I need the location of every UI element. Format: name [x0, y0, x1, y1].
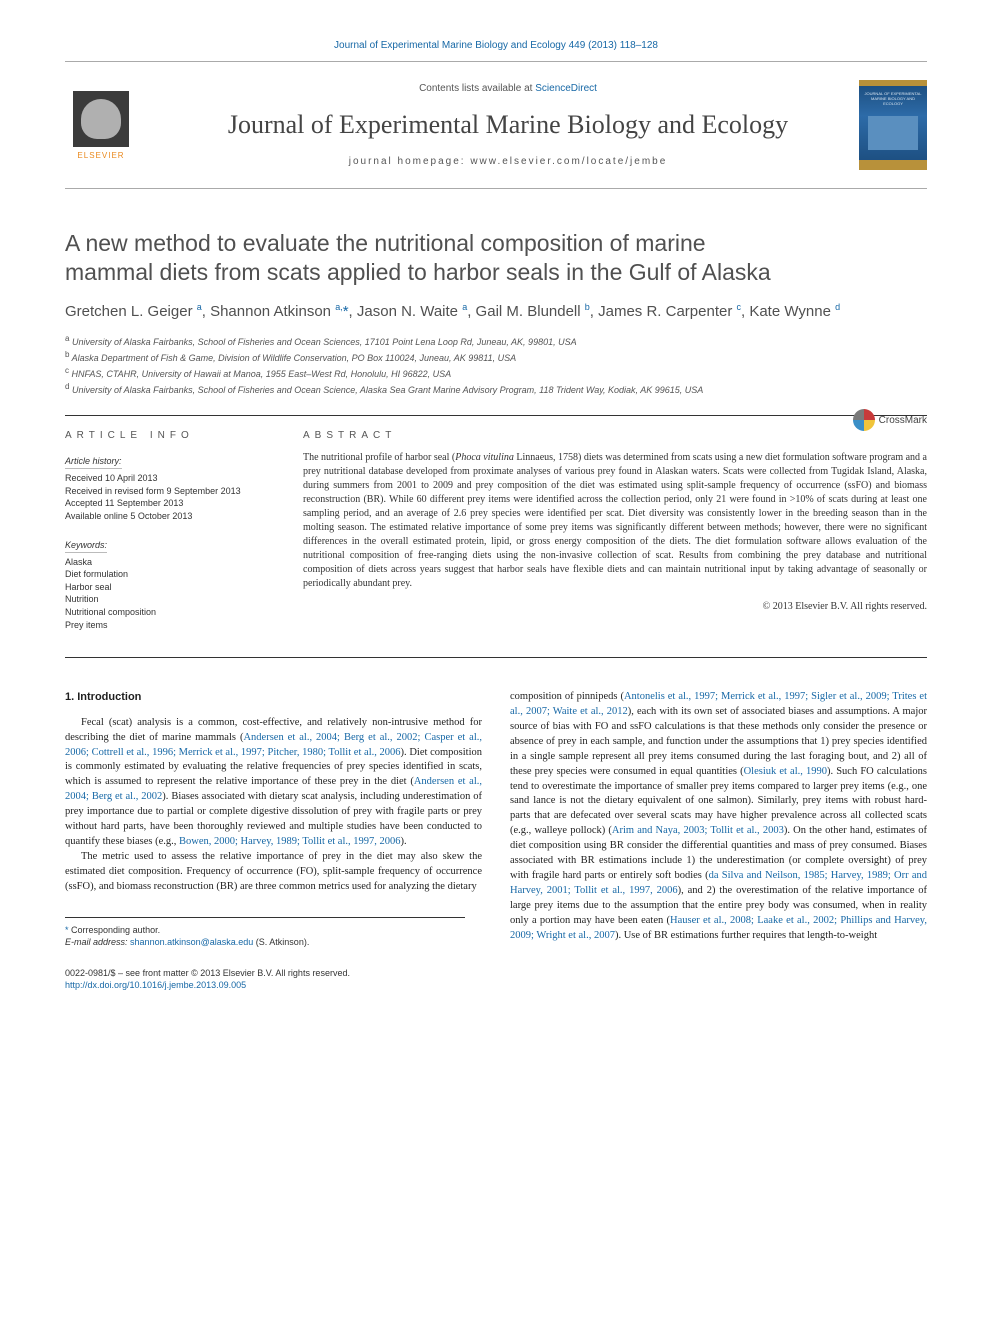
- abstract-body: The nutritional profile of harbor seal (…: [303, 451, 927, 591]
- email-label: E-mail address:: [65, 937, 128, 947]
- cover-title: JOURNAL OF EXPERIMENTAL MARINE BIOLOGY A…: [859, 88, 927, 110]
- journal-homepage[interactable]: journal homepage: www.elsevier.com/locat…: [157, 156, 859, 167]
- author-list: Gretchen L. Geiger a, Shannon Atkinson a…: [65, 301, 927, 324]
- elsevier-tree-icon: [73, 91, 129, 147]
- left-column: 1. Introduction Fecal (scat) analysis is…: [65, 690, 482, 992]
- keywords-list: Alaska Diet formulation Harbor seal Nutr…: [65, 556, 267, 632]
- affiliations: a University of Alaska Fairbanks, School…: [65, 333, 927, 397]
- issn-copyright: 0022-0981/$ – see front matter © 2013 El…: [65, 967, 482, 980]
- article-info-column: article info Article history: Received 1…: [65, 416, 285, 657]
- body-two-columns: 1. Introduction Fecal (scat) analysis is…: [65, 690, 927, 992]
- crossmark-label: CrossMark: [879, 415, 927, 426]
- intro-para-1: Fecal (scat) analysis is a common, cost-…: [65, 716, 482, 850]
- journal-citation-header[interactable]: Journal of Experimental Marine Biology a…: [65, 40, 927, 51]
- front-matter-line: 0022-0981/$ – see front matter © 2013 El…: [65, 967, 482, 992]
- keywords-label: Keywords:: [65, 540, 107, 553]
- corr-star-icon: *: [65, 925, 69, 935]
- cover-image-placeholder: [868, 116, 918, 150]
- contents-line: Contents lists available at ScienceDirec…: [157, 83, 859, 94]
- corresponding-email-link[interactable]: shannon.atkinson@alaska.edu: [130, 937, 253, 947]
- elsevier-logo[interactable]: ELSEVIER: [65, 85, 137, 165]
- affiliation-d: d University of Alaska Fairbanks, School…: [65, 381, 927, 397]
- email-who: (S. Atkinson).: [256, 937, 310, 947]
- masthead: ELSEVIER Contents lists available at Sci…: [65, 61, 927, 189]
- right-column: composition of pinnipeds (Antonelis et a…: [510, 690, 927, 992]
- section-1-title: 1. Introduction: [65, 690, 482, 706]
- affiliation-a: a University of Alaska Fairbanks, School…: [65, 333, 927, 349]
- elsevier-label: ELSEVIER: [77, 151, 124, 160]
- affiliation-c: c HNFAS, CTAHR, University of Hawaii at …: [65, 365, 927, 381]
- article-title: A new method to evaluate the nutritional…: [65, 229, 785, 287]
- intro-para-2: The metric used to assess the relative i…: [65, 850, 482, 895]
- abstract-copyright: © 2013 Elsevier B.V. All rights reserved…: [303, 601, 927, 612]
- abstract-column: abstract The nutritional profile of harb…: [285, 416, 927, 657]
- intro-para-3: composition of pinnipeds (Antonelis et a…: [510, 690, 927, 943]
- sciencedirect-link[interactable]: ScienceDirect: [535, 83, 597, 94]
- crossmark-icon: [853, 409, 875, 431]
- article-history-label: Article history:: [65, 456, 122, 469]
- corresponding-author-label: Corresponding author.: [71, 925, 160, 935]
- journal-name: Journal of Experimental Marine Biology a…: [157, 110, 859, 140]
- footnotes: * Corresponding author. E-mail address: …: [65, 917, 465, 949]
- crossmark-badge[interactable]: CrossMark: [853, 409, 927, 431]
- abstract-heading: abstract: [303, 430, 927, 441]
- article-history-list: Received 10 April 2013 Received in revis…: [65, 472, 267, 522]
- affiliation-b: b Alaska Department of Fish & Game, Divi…: [65, 349, 927, 365]
- article-info-heading: article info: [65, 430, 267, 441]
- journal-cover-thumbnail[interactable]: JOURNAL OF EXPERIMENTAL MARINE BIOLOGY A…: [859, 80, 927, 170]
- doi-link[interactable]: http://dx.doi.org/10.1016/j.jembe.2013.0…: [65, 980, 246, 990]
